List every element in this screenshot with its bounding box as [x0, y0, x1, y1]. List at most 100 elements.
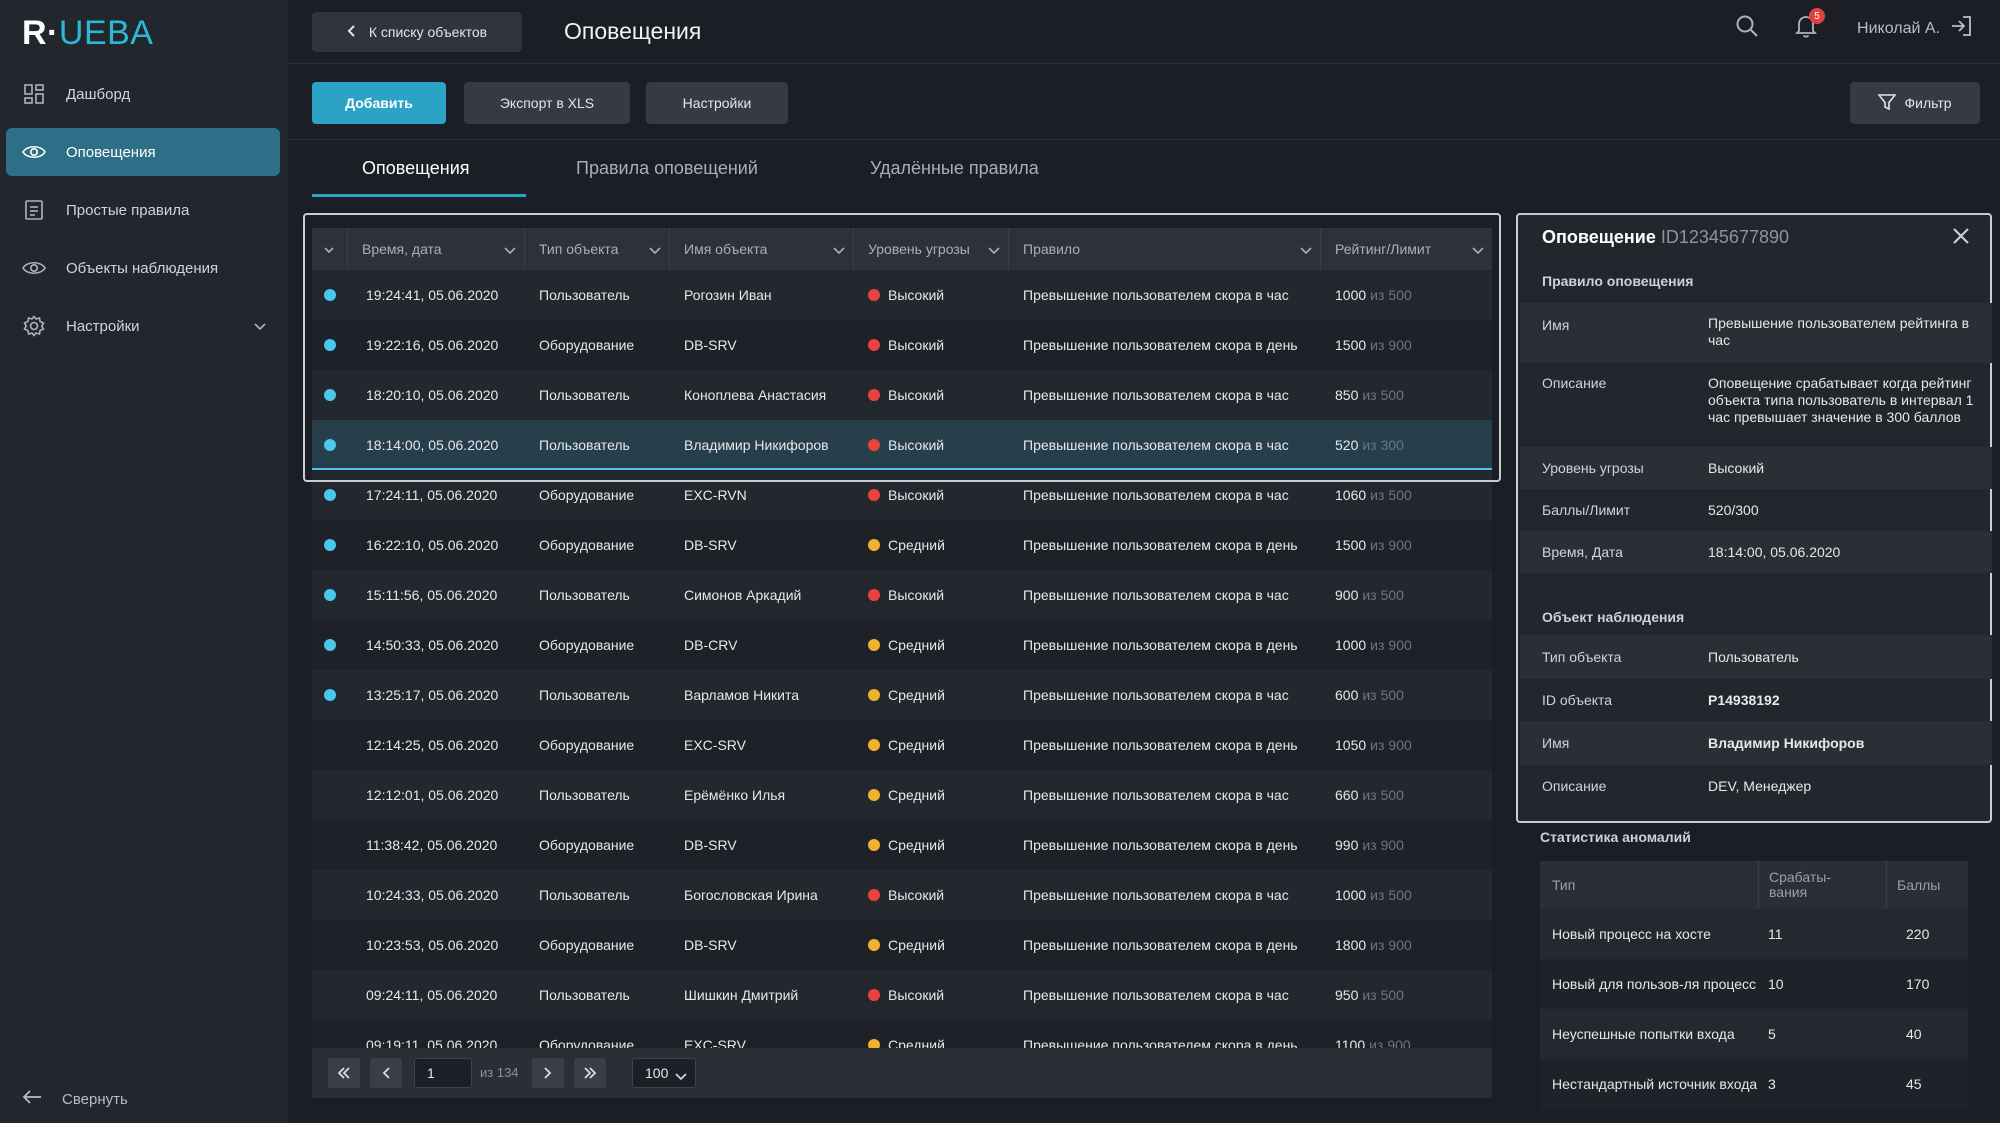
prev-page-button[interactable]	[370, 1058, 402, 1088]
cell-score: 1100 из 900	[1335, 1020, 1485, 1048]
page-size-select[interactable]: 100	[632, 1058, 696, 1088]
cell-severity: Высокий	[868, 420, 1008, 470]
table-row[interactable]: 16:22:10, 05.06.2020 Оборудование DB-SRV Ср…	[312, 520, 1492, 570]
cell-severity: Средний	[868, 520, 1008, 570]
severity-dot	[868, 339, 880, 351]
table-row[interactable]: 15:11:56, 05.06.2020 Пользователь Симонов …	[312, 570, 1492, 620]
search-icon[interactable]	[1735, 14, 1759, 43]
cell-time: 10:24:33, 05.06.2020	[366, 887, 499, 903]
sidebar-item-observed-objects[interactable]: Объекты наблюдения	[6, 244, 280, 292]
last-page-button[interactable]	[574, 1058, 606, 1088]
cell-time: 18:20:10, 05.06.2020	[366, 387, 499, 403]
cell-object-name: DB-SRV	[684, 337, 737, 353]
cell-object-name: DB-SRV	[684, 837, 737, 853]
first-page-button[interactable]	[328, 1058, 360, 1088]
column-header-label: Уровень угрозы	[868, 241, 970, 257]
score-value: 660	[1335, 787, 1359, 803]
severity-label: Высокий	[888, 287, 945, 303]
cell-score: 950 из 500	[1335, 970, 1485, 1020]
stats-cell-points: 220	[1906, 926, 1930, 942]
tab-deleted-rules[interactable]: Удалённые правила	[870, 158, 1039, 178]
tab-alert-rules[interactable]: Правила оповещений	[576, 158, 758, 178]
filter-button[interactable]: Фильтр	[1850, 82, 1980, 124]
cell-object-type: Пользователь	[539, 987, 630, 1003]
cell-rule: Превышение пользователем скора в день	[1023, 637, 1298, 653]
table-row[interactable]: 10:23:53, 05.06.2020 Оборудование DB-SRV Ср…	[312, 920, 1492, 970]
sidebar-item-simple-rules[interactable]: Простые правила	[6, 186, 280, 234]
score-value: 1060	[1335, 487, 1367, 503]
cell-time: 19:24:41, 05.06.2020	[366, 287, 499, 303]
cell-object-type: Оборудование	[539, 837, 635, 853]
back-to-objects-button[interactable]: К списку объектов	[312, 12, 522, 52]
table-row[interactable]: 18:20:10, 05.06.2020 Пользователь Коноплев…	[312, 370, 1492, 420]
select-column-header[interactable]	[312, 228, 348, 270]
export-xls-button[interactable]: Экспорт в XLS	[464, 82, 630, 124]
table-row[interactable]: 09:24:11, 05.06.2020 Пользователь Шишкин Д…	[312, 970, 1492, 1020]
unread-dot	[324, 439, 336, 451]
score-value: 1000	[1335, 887, 1367, 903]
limit-value: 500	[1380, 387, 1404, 403]
table-row[interactable]: 10:24:33, 05.06.2020 Пользователь Богослов…	[312, 870, 1492, 920]
page-number-input[interactable]: 1	[414, 1058, 472, 1088]
object-id-link[interactable]: P14938192	[1708, 692, 1780, 708]
stats-row: Неуспешные попытки входа 5 40	[1540, 1009, 1968, 1059]
severity-label: Высокий	[888, 387, 945, 403]
object-name-link[interactable]: Владимир Никифоров	[1708, 735, 1865, 751]
cell-score: 520 из 300	[1335, 420, 1485, 470]
next-page-button[interactable]	[532, 1058, 564, 1088]
column-header-severity[interactable]: Уровень угрозы	[854, 228, 1009, 270]
table-row[interactable]: 14:50:33, 05.06.2020 Оборудование DB-CRV Ср…	[312, 620, 1492, 670]
limit-value: 900	[1388, 637, 1412, 653]
stats-cell-points: 45	[1906, 1076, 1922, 1092]
cell-severity: Средний	[868, 820, 1008, 870]
table-row[interactable]: 17:24:11, 05.06.2020 Оборудование EXC-RVN В…	[312, 470, 1492, 520]
severity-dot	[868, 289, 880, 301]
severity-dot	[868, 1039, 880, 1048]
cell-object-type: Пользователь	[539, 437, 630, 453]
table-row[interactable]: 12:12:01, 05.06.2020 Пользователь Ерёмёнко…	[312, 770, 1492, 820]
cell-rule: Превышение пользователем скора в день	[1023, 337, 1298, 353]
sidebar-item-settings[interactable]: Настройки	[6, 302, 280, 350]
cell-score: 1000 из 900	[1335, 620, 1485, 670]
table-row[interactable]: 09:19:11, 05.06.2020 Оборудование EXC-SRV С…	[312, 1020, 1492, 1048]
add-button[interactable]: Добавить	[312, 82, 446, 124]
table-row[interactable]: 11:38:42, 05.06.2020 Оборудование DB-SRV Ср…	[312, 820, 1492, 870]
user-menu[interactable]: Николай А.	[1857, 15, 1972, 42]
cell-object-name: DB-CRV	[684, 637, 738, 653]
stats-table-header: Тип Срабаты-вания Баллы	[1540, 861, 1968, 909]
table-row[interactable]: 19:24:41, 05.06.2020 Пользователь Рогозин …	[312, 270, 1492, 320]
settings-button[interactable]: Настройки	[646, 82, 788, 124]
tab-alerts[interactable]: Оповещения	[362, 158, 470, 178]
collapse-button[interactable]: Свернуть	[22, 1089, 128, 1109]
sidebar-item-dashboard[interactable]: Дашборд	[6, 70, 280, 118]
limit-prefix: из	[1369, 1037, 1384, 1048]
detail-row-rule-name: Имя Превышение пользователем рейтинга в …	[1520, 303, 1992, 363]
column-header-score[interactable]: Рейтинг/Лимит	[1321, 228, 1492, 270]
table-row[interactable]: 12:14:25, 05.06.2020 Оборудование EXC-SRV С…	[312, 720, 1492, 770]
notifications-button[interactable]: 5	[1794, 8, 1826, 43]
unread-indicator-cell	[312, 570, 348, 620]
score-value: 1000	[1335, 287, 1367, 303]
cell-severity: Высокий	[868, 570, 1008, 620]
column-header-object-name[interactable]: Имя объекта	[670, 228, 854, 270]
cell-rule: Превышение пользователем скора в день	[1023, 737, 1298, 753]
column-header-time[interactable]: Время, дата	[348, 228, 525, 270]
close-icon[interactable]	[1952, 227, 1970, 250]
sidebar-item-alerts[interactable]: Оповещения	[6, 128, 280, 176]
severity-label: Средний	[888, 637, 945, 653]
detail-key: Имя	[1542, 317, 1570, 333]
cell-time: 16:22:10, 05.06.2020	[366, 537, 499, 553]
severity-label: Высокий	[888, 337, 945, 353]
column-header-object-type[interactable]: Тип объекта	[525, 228, 670, 270]
column-header-rule[interactable]: Правило	[1009, 228, 1321, 270]
cell-score: 1000 из 500	[1335, 870, 1485, 920]
table-row[interactable]: 13:25:17, 05.06.2020 Пользователь Варламов…	[312, 670, 1492, 720]
table-row[interactable]: 18:14:00, 05.06.2020 Пользователь Владимир…	[312, 420, 1492, 470]
cell-score: 900 из 500	[1335, 570, 1485, 620]
table-row[interactable]: 19:22:16, 05.06.2020 Оборудование DB-SRV Вы…	[312, 320, 1492, 370]
logout-icon[interactable]	[1950, 15, 1972, 42]
stats-cell-type: Нестандартный источник входа	[1552, 1076, 1758, 1092]
cell-time: 10:23:53, 05.06.2020	[366, 937, 499, 953]
notification-badge: 5	[1809, 8, 1826, 24]
cell-object-name: EXC-SRV	[684, 737, 746, 753]
